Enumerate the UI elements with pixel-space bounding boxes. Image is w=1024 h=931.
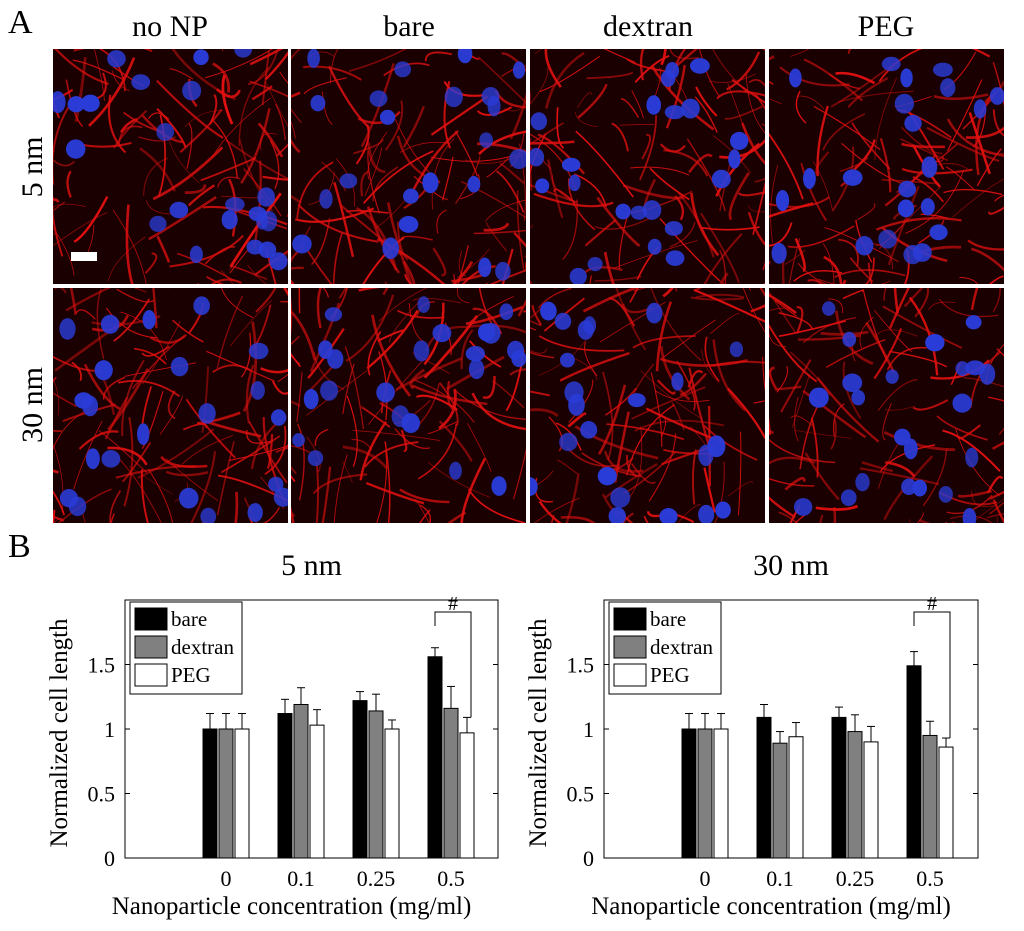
row-label-5nm: 5 nm [16, 136, 49, 198]
bar-peg-0 [713, 728, 729, 859]
x-axis-label-5nm: Nanoparticle concentration (mg/ml) [112, 893, 472, 920]
x-tick-label: 0 [700, 866, 711, 891]
bar-chart-30nm: 30 nm 0 0.5 1 1.5 Normalized cell length Nanop… [525, 549, 979, 920]
bar-bare-0.5 [427, 656, 443, 859]
y-tick-label: 1.5 [88, 653, 116, 678]
bar-peg-0.25 [863, 741, 879, 859]
legend-swatch-dextran [134, 635, 168, 659]
panel-a-letter: A [8, 4, 33, 41]
chart-title-30nm: 30 nm [753, 549, 829, 582]
y-tick-label: 0 [104, 846, 115, 871]
bar-peg-0.1 [309, 724, 325, 859]
bar-dextran-0.25 [368, 710, 384, 859]
y-tick-label: 0 [583, 846, 594, 871]
legend-swatch-dextran [613, 635, 647, 659]
legend-5nm: bare dextran PEG [129, 601, 243, 695]
bar-bare-0.1 [756, 716, 772, 859]
bar-dextran-0.1 [293, 703, 309, 859]
legend-label-dextran: dextran [650, 635, 713, 659]
x-tick-label: 0.25 [836, 866, 875, 891]
column-label-bare: bare [383, 10, 435, 43]
y-tick-label: 0.5 [88, 782, 116, 807]
bar-bare-0.1 [277, 713, 293, 859]
bar-dextran-0.1 [772, 742, 788, 859]
bar-chart-5nm: 5 nm 0 0.5 1 1.5 Normalized cell length Nanopa… [46, 549, 499, 920]
x-tick-label: 0.1 [287, 866, 315, 891]
x-tick-label: 0.25 [357, 866, 396, 891]
bar-dextran-0.5 [922, 734, 938, 859]
row-label-30nm: 30 nm [16, 367, 49, 443]
bar-dextran-0.25 [847, 731, 863, 859]
significance-marker: # [448, 593, 458, 615]
y-tick-label: 1 [104, 717, 115, 742]
micrograph-5nm-no-np [53, 49, 288, 284]
legend-swatch-peg [134, 663, 168, 687]
x-tick-label: 0.1 [766, 866, 794, 891]
column-label-dextran: dextran [603, 10, 693, 43]
bar-bare-0 [202, 728, 218, 859]
micrograph-30nm-peg [769, 288, 1004, 523]
x-axis-label-30nm: Nanoparticle concentration (mg/ml) [591, 893, 951, 920]
x-tick-label: 0.5 [916, 866, 944, 891]
bar-peg-0.5 [459, 732, 475, 859]
bar-bare-0 [681, 728, 697, 859]
chart-title-5nm: 5 nm [281, 549, 342, 582]
y-tick-label: 1.5 [567, 653, 595, 678]
bar-dextran-0 [697, 728, 713, 859]
bar-dextran-0.5 [443, 707, 459, 859]
micrograph-30nm-dextran [530, 288, 765, 523]
legend-label-bare: bare [650, 607, 686, 631]
panel-b-letter: B [8, 528, 31, 565]
bar-dextran-0 [218, 728, 234, 859]
significance-marker: # [927, 593, 937, 615]
bar-peg-0.1 [788, 736, 804, 859]
bar-peg-0.25 [384, 728, 400, 859]
legend-label-peg: PEG [650, 663, 690, 687]
bar-bare-0.5 [906, 665, 922, 859]
column-label-peg: PEG [857, 10, 915, 43]
legend-label-bare: bare [171, 607, 207, 631]
bar-bare-0.25 [831, 716, 847, 859]
y-tick-label: 0.5 [567, 782, 595, 807]
y-tick-label: 1 [583, 717, 594, 742]
legend-label-dextran: dextran [171, 635, 234, 659]
legend-swatch-bare [613, 607, 647, 631]
y-axis-label-5nm: Normalized cell length [46, 618, 73, 848]
legend-30nm: bare dextran PEG [608, 601, 722, 695]
micrograph-5nm-peg [769, 49, 1004, 284]
micrograph-30nm-no-np [53, 288, 288, 523]
legend-swatch-peg [613, 663, 647, 687]
bar-peg-0 [234, 728, 250, 859]
significance-bracket [434, 611, 472, 718]
significance-bracket [913, 611, 951, 739]
micrograph-30nm-bare [291, 288, 526, 523]
legend-label-peg: PEG [171, 663, 211, 687]
y-axis-label-30nm: Normalized cell length [525, 618, 552, 848]
micrograph-5nm-dextran [530, 49, 765, 284]
bar-bare-0.25 [352, 700, 368, 859]
scale-bar [71, 252, 97, 261]
legend-swatch-bare [134, 607, 168, 631]
x-tick-label: 0 [221, 866, 232, 891]
bar-peg-0.5 [938, 746, 954, 859]
x-tick-label: 0.5 [437, 866, 465, 891]
column-label-no-np: no NP [132, 10, 208, 43]
micrograph-5nm-bare [291, 49, 526, 284]
